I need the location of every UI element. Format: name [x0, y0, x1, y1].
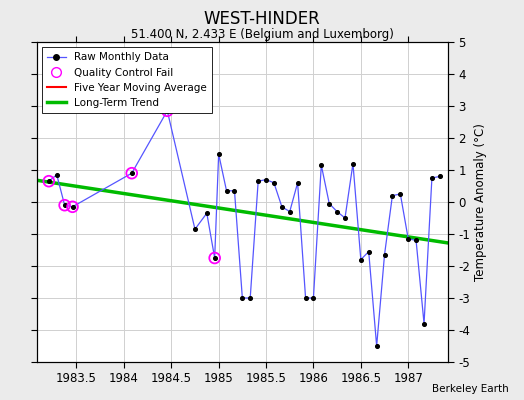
Point	[420, 320, 428, 327]
Point	[388, 192, 397, 199]
Point	[349, 160, 357, 167]
Point	[317, 162, 325, 168]
Point	[325, 200, 333, 207]
Point	[203, 210, 211, 216]
Point	[373, 343, 381, 349]
Point	[396, 191, 405, 197]
Point	[191, 226, 199, 232]
Point	[270, 180, 278, 186]
Point	[278, 204, 286, 210]
Point	[68, 204, 77, 210]
Point	[365, 248, 373, 255]
Point	[163, 108, 171, 114]
Point	[127, 170, 136, 176]
Point	[127, 170, 136, 176]
Point	[341, 215, 349, 221]
Point	[262, 176, 270, 183]
Point	[412, 237, 420, 244]
Text: 51.400 N, 2.433 E (Belgium and Luxemborg): 51.400 N, 2.433 E (Belgium and Luxemborg…	[130, 28, 394, 41]
Point	[428, 175, 436, 181]
Point	[286, 208, 294, 215]
Point	[45, 178, 53, 184]
Point	[68, 204, 77, 210]
Y-axis label: Temperature Anomaly (°C): Temperature Anomaly (°C)	[474, 123, 487, 281]
Point	[246, 295, 255, 301]
Point	[60, 202, 69, 208]
Point	[222, 188, 231, 194]
Point	[301, 295, 310, 301]
Point	[254, 178, 263, 184]
Point	[309, 295, 318, 301]
Point	[380, 252, 389, 258]
Point	[357, 256, 365, 263]
Point	[214, 151, 223, 157]
Legend: Raw Monthly Data, Quality Control Fail, Five Year Moving Average, Long-Term Tren: Raw Monthly Data, Quality Control Fail, …	[42, 47, 212, 113]
Text: WEST-HINDER: WEST-HINDER	[204, 10, 320, 28]
Point	[52, 172, 61, 178]
Point	[435, 173, 444, 180]
Point	[60, 202, 69, 208]
Point	[404, 236, 412, 242]
Point	[238, 295, 247, 301]
Point	[230, 188, 238, 194]
Point	[211, 255, 219, 261]
Point	[333, 208, 341, 215]
Point	[163, 108, 171, 114]
Point	[293, 180, 302, 186]
Point	[45, 178, 53, 184]
Point	[211, 255, 219, 261]
Text: Berkeley Earth: Berkeley Earth	[432, 384, 508, 394]
